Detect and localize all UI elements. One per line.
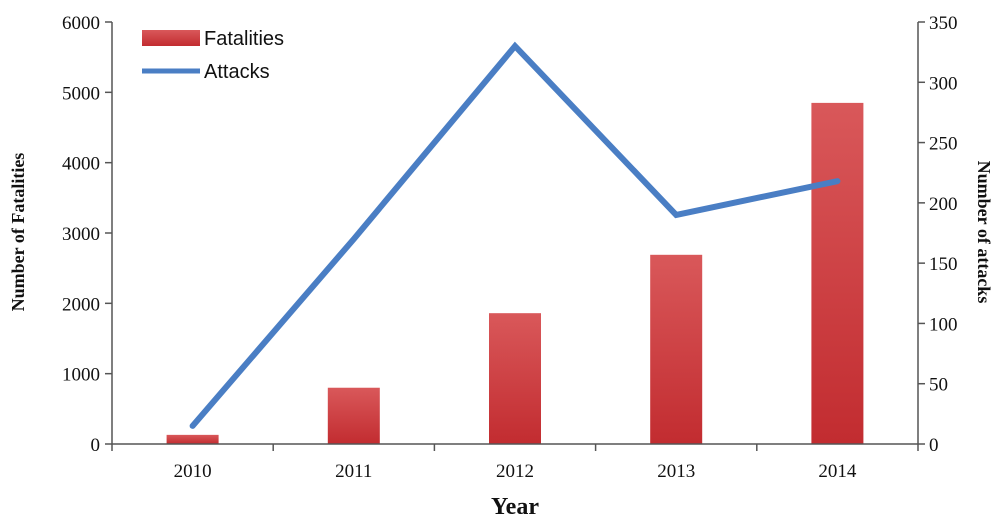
line-series-attacks [189,41,841,429]
bar-fatalities-2012 [489,313,541,444]
tick-labels: 0 1000 2000 3000 4000 5000 6000 0 50 100 150 200 250… [62,13,958,482]
bar-fatalities-2010 [166,434,219,444]
x-tick-label: 2011 [335,461,372,482]
y2-tick-label: 250 [929,134,958,155]
y-tick-label: 6000 [62,13,100,34]
legend: Fatalities Attacks [142,28,284,83]
y2-tick-label: 50 [929,375,948,396]
y2-tick-label: 0 [929,435,939,456]
x-tick-label: 2012 [496,461,534,482]
x-axis-title: Year [491,494,539,520]
y-tick-label: 3000 [62,224,100,245]
bar-series-fatalities [166,102,864,444]
axes [105,21,925,451]
x-tick-label: 2014 [818,461,857,482]
y2-axis-title: Number of attacks [974,161,994,304]
y2-tick-label: 150 [929,254,958,275]
x-tick-label: 2010 [174,461,212,482]
y-tick-label: 1000 [62,365,100,386]
legend-label-attacks: Attacks [204,61,270,83]
y2-tick-label: 200 [929,194,958,215]
y2-tick-label: 350 [929,13,958,34]
legend-swatch-fatalities [142,30,200,46]
y2-tick-label: 100 [929,314,958,335]
y-tick-label: 4000 [62,154,100,175]
line-attacks [189,41,841,429]
bar-fatalities-2011 [327,387,380,444]
y-axis-title: Number of Fatalities [8,153,28,312]
legend-label-fatalities: Fatalities [204,28,284,50]
bar-fatalities-2013 [650,254,703,444]
y-tick-label: 5000 [62,83,100,104]
bar-fatalities-2014 [811,102,864,444]
x-tick-label: 2013 [657,461,695,482]
y-tick-label: 2000 [62,294,100,315]
y2-tick-label: 300 [929,73,958,94]
y-tick-label: 0 [91,435,101,456]
